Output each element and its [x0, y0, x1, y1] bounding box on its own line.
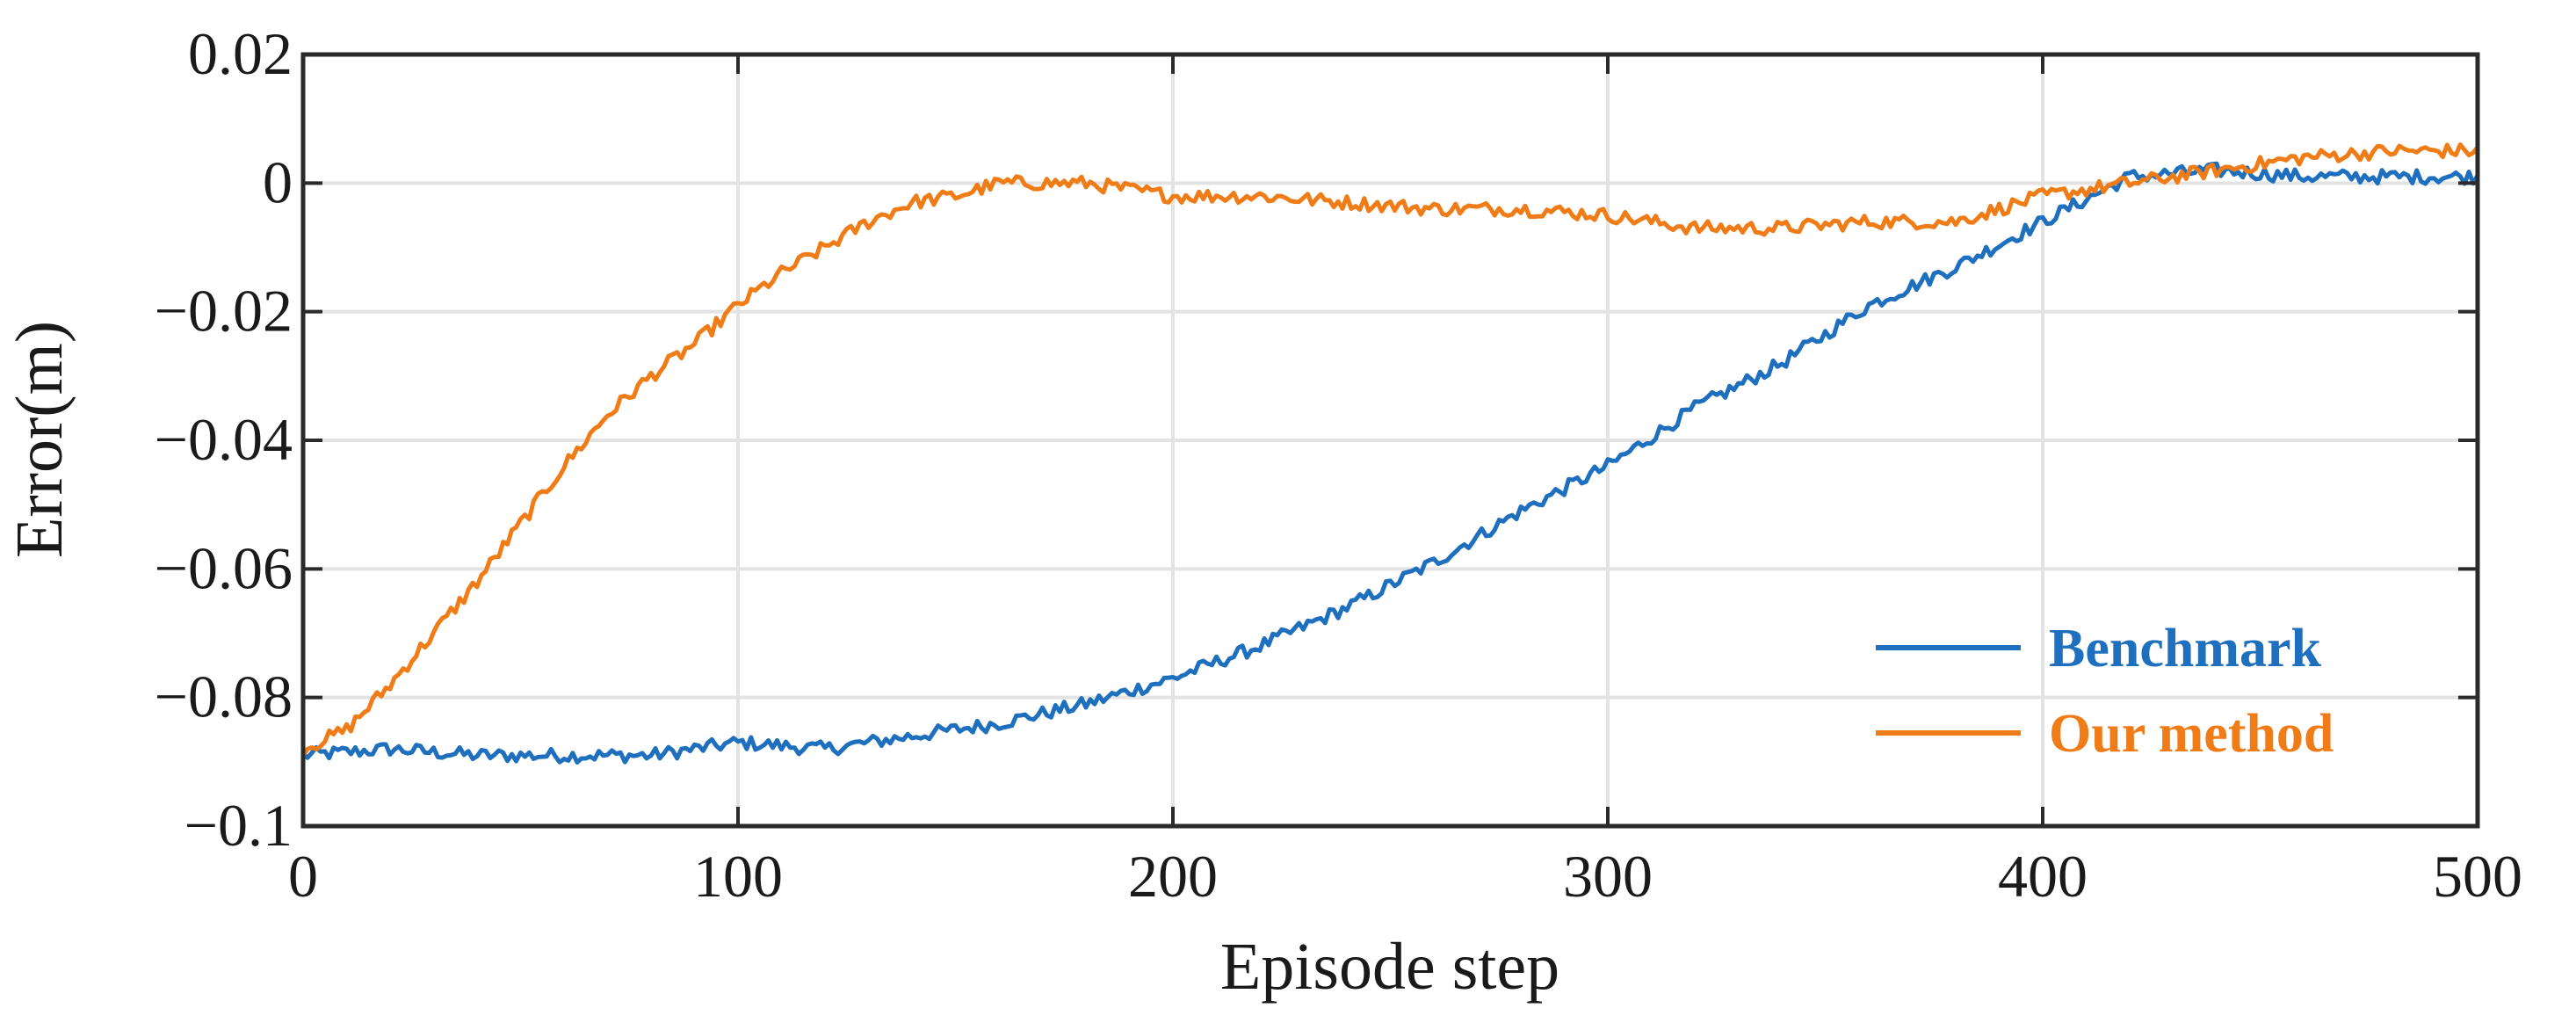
x-tick-label: 500	[2433, 843, 2522, 910]
x-tick-label: 0	[288, 843, 318, 910]
x-tick-label: 100	[693, 843, 783, 910]
x-axis-label: Episode step	[1220, 930, 1559, 1004]
y-tick-label: −0.08	[155, 664, 293, 730]
y-tick-label: −0.06	[155, 534, 293, 601]
grid-lines	[303, 54, 2478, 826]
legend-label-benchmark: Benchmark	[2049, 619, 2322, 678]
series-line-benchmark	[301, 161, 2480, 765]
x-tick-label: 300	[1563, 843, 1653, 910]
legend: Benchmark Our method	[1876, 619, 2334, 764]
x-tick-label: 200	[1128, 843, 1218, 910]
x-tick-label: 400	[1998, 843, 2088, 910]
y-tick-label: −0.1	[185, 792, 293, 859]
tick-marks	[301, 53, 2479, 828]
y-tick-label: −0.02	[155, 278, 293, 345]
y-tick-label: −0.04	[155, 406, 293, 473]
series-layer	[300, 142, 2480, 765]
tick-labels: 0 100 200 300 400 500 0.02 0 −0.02 −0.04 −0.06 −0.0…	[155, 20, 2522, 910]
legend-label-our-method: Our method	[2049, 704, 2334, 764]
series-line-our-method	[300, 142, 2480, 758]
y-tick-label: 0.02	[188, 20, 293, 87]
y-tick-label: 0	[263, 149, 293, 215]
y-axis-label: Error(m)	[3, 321, 76, 558]
